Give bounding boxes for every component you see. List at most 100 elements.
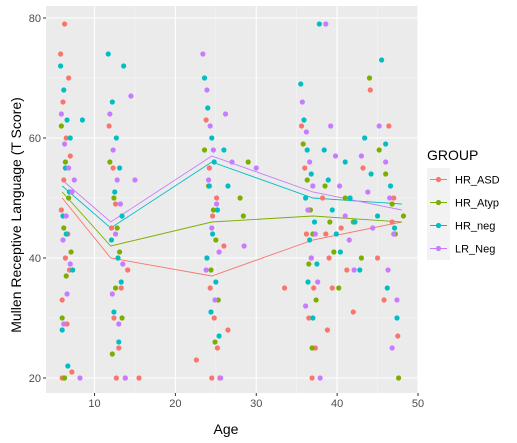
data-point	[65, 363, 71, 369]
data-point	[245, 159, 251, 165]
series-line	[61, 191, 402, 247]
data-point	[79, 117, 85, 123]
data-point	[221, 147, 227, 153]
data-point	[368, 171, 374, 177]
data-point	[342, 159, 348, 165]
data-point	[366, 75, 373, 81]
data-point	[310, 183, 316, 189]
data-point	[125, 267, 131, 273]
data-point	[301, 117, 307, 123]
data-point	[385, 267, 391, 273]
data-point	[307, 237, 313, 243]
data-point	[394, 315, 400, 321]
data-point	[203, 117, 209, 123]
data-point	[115, 255, 121, 261]
data-point	[114, 177, 120, 183]
data-point	[315, 279, 321, 285]
data-point	[208, 309, 214, 315]
data-point	[60, 237, 66, 243]
data-point	[200, 51, 206, 57]
data-point	[203, 267, 209, 273]
data-point	[119, 213, 125, 219]
data-point	[118, 279, 124, 285]
data-point	[208, 267, 214, 273]
data-point	[216, 333, 222, 339]
data-point	[66, 165, 72, 171]
data-point	[326, 255, 332, 261]
data-point	[370, 225, 376, 231]
data-point	[70, 267, 76, 273]
data-point	[298, 123, 305, 129]
data-point	[67, 261, 73, 267]
legend-key-point	[435, 245, 442, 252]
data-point	[207, 123, 213, 129]
data-point	[110, 165, 116, 171]
data-point	[120, 261, 126, 267]
data-point	[62, 255, 69, 261]
data-point	[69, 189, 75, 195]
data-point	[391, 225, 398, 231]
data-point	[360, 165, 366, 171]
data-point	[214, 345, 221, 351]
data-point	[383, 141, 389, 147]
data-point	[321, 147, 327, 153]
plot-panel	[46, 6, 418, 393]
data-point	[374, 255, 381, 261]
data-point	[387, 195, 393, 201]
data-point	[302, 165, 308, 171]
data-point	[118, 285, 124, 291]
data-point	[281, 285, 288, 291]
data-point	[107, 111, 113, 117]
data-point	[338, 225, 344, 231]
data-point	[241, 243, 247, 249]
data-point	[109, 99, 115, 105]
data-point	[193, 357, 200, 363]
data-point	[62, 21, 68, 27]
data-point	[351, 267, 357, 273]
data-point	[111, 309, 117, 315]
legend-key	[427, 168, 450, 191]
data-point	[209, 135, 215, 141]
data-point	[365, 189, 371, 195]
legend-key-point	[435, 176, 442, 183]
data-point	[299, 99, 305, 105]
data-point	[311, 219, 318, 225]
legend-key	[427, 214, 450, 237]
data-point	[66, 195, 72, 201]
data-point	[344, 267, 350, 273]
y-axis-title: Mullen Receptive Language (T Score)	[8, 97, 24, 333]
data-point	[113, 375, 119, 381]
data-point	[325, 177, 331, 183]
data-point	[63, 273, 69, 279]
data-point	[58, 207, 64, 213]
data-point	[367, 87, 373, 93]
data-point	[303, 231, 309, 237]
data-point	[347, 195, 353, 201]
data-point	[332, 153, 339, 159]
data-point	[122, 375, 128, 381]
data-point	[64, 117, 70, 123]
data-point	[71, 177, 77, 183]
x-tick-label: 10	[88, 398, 100, 410]
data-point	[132, 177, 138, 183]
data-point	[225, 327, 231, 333]
data-point	[323, 231, 329, 237]
data-point	[389, 345, 395, 351]
series-points	[57, 21, 407, 381]
data-point	[66, 75, 72, 81]
data-point	[105, 51, 111, 57]
x-axis-title: Age	[214, 421, 239, 437]
data-point	[342, 195, 348, 201]
data-point	[210, 147, 216, 153]
data-point	[210, 207, 216, 213]
data-point	[333, 231, 339, 237]
data-point	[358, 255, 364, 261]
legend-label: LR_Neg	[455, 244, 495, 256]
data-point	[376, 147, 382, 153]
data-point	[313, 297, 319, 303]
data-point	[211, 159, 217, 165]
data-point	[62, 159, 69, 165]
data-point	[209, 225, 215, 231]
data-point	[307, 159, 313, 165]
data-point	[112, 201, 119, 207]
